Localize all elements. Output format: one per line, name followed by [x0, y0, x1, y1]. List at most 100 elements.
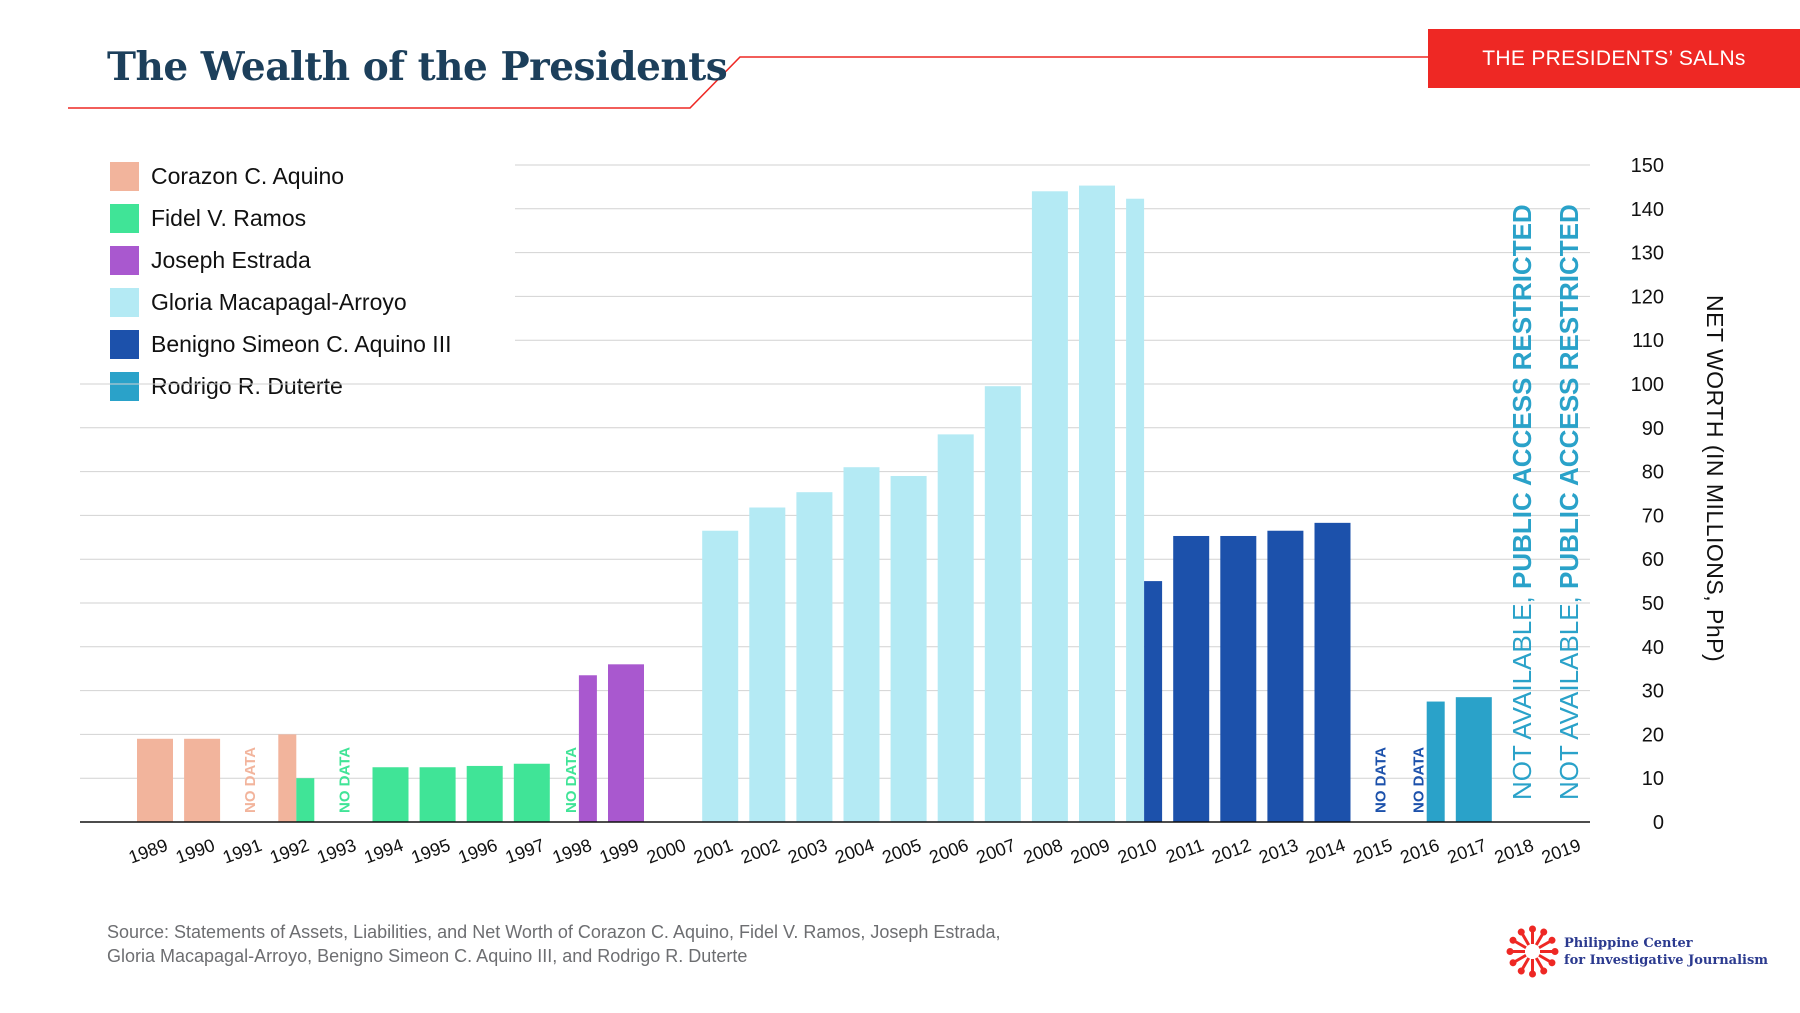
legend-label: Corazon C. Aquino	[151, 162, 345, 189]
bar-2006	[937, 434, 974, 822]
legend-swatch	[110, 203, 139, 233]
logo-ray	[1513, 939, 1527, 950]
x-tick-label-1999: 1999	[597, 835, 641, 867]
restricted-note-2018: NOT AVAILABLE, PUBLIC ACCESS RESTRICTED	[1507, 204, 1537, 800]
bar-2002	[749, 507, 786, 822]
bar-2010-left	[1126, 198, 1145, 822]
y-tick-label-40: 40	[1642, 637, 1664, 659]
x-tick-label-2017: 2017	[1445, 835, 1489, 867]
bar-1997	[513, 763, 550, 822]
restricted-note-2019: NOT AVAILABLE, PUBLIC ACCESS RESTRICTED	[1554, 204, 1584, 800]
y-tick-label-90: 90	[1642, 418, 1664, 440]
logo-dot	[1540, 967, 1548, 975]
restricted-note-plain: NOT AVAILABLE,	[1554, 589, 1584, 800]
bar-1990	[184, 738, 221, 822]
x-tick-label-2006: 2006	[927, 835, 971, 867]
bar-1995	[419, 767, 456, 822]
legend-swatch	[110, 371, 139, 401]
pcij-logo[interactable]: Philippine Center for Investigative Jour…	[1505, 924, 1768, 979]
logo-ray	[1513, 953, 1527, 964]
logo-petal	[1529, 959, 1536, 978]
x-tick-label-2009: 2009	[1068, 835, 1112, 867]
legend-label: Joseph Estrada	[151, 246, 311, 273]
bar-2009	[1079, 185, 1115, 822]
logo-ray	[1520, 957, 1531, 971]
bar-1989	[137, 738, 173, 822]
x-tick-label-1993: 1993	[314, 835, 358, 867]
logo-dot	[1551, 948, 1559, 955]
pcij-logo-text: Philippine Center for Investigative Jour…	[1564, 935, 1768, 969]
chart-legend: Corazon C. Aquino Fidel V. Ramos Joseph …	[110, 155, 451, 407]
x-tick-label-2015: 2015	[1350, 835, 1394, 867]
logo-dot	[1548, 936, 1556, 944]
logo-ray	[1534, 932, 1545, 946]
legend-swatch	[110, 329, 139, 359]
bar-1992-left	[278, 734, 297, 822]
net-worth-bar-chart: 0 10 20 30 40 50 60 70 80 90 100 110 120 130 140 150 198…	[80, 155, 1728, 867]
bar-2001	[702, 530, 739, 822]
legend-label: Rodrigo R. Duterte	[151, 372, 343, 399]
legend-swatch	[110, 161, 139, 191]
x-tick-label-2010: 2010	[1115, 835, 1159, 867]
x-tick-label-2008: 2008	[1021, 835, 1065, 867]
no-data-label-2016: NO DATA	[1411, 747, 1428, 813]
x-tick-label-1994: 1994	[361, 835, 405, 867]
logo-petal	[1538, 936, 1556, 950]
x-tick-label-2002: 2002	[738, 835, 782, 867]
no-data-label-2015: NO DATA	[1373, 747, 1390, 813]
bar-2004	[843, 467, 880, 822]
x-tick-label-2019: 2019	[1539, 835, 1583, 867]
logo-dot	[1506, 948, 1514, 955]
x-tick-label-1997: 1997	[503, 835, 547, 867]
x-tick-label-2000: 2000	[644, 835, 688, 867]
bar-1998-right	[578, 675, 597, 822]
y-axis-label: NET WORTH (IN MILLIONS, PhP)	[1702, 295, 1728, 662]
bar-2011	[1173, 535, 1210, 822]
y-tick-label-140: 140	[1631, 199, 1664, 221]
x-tick-label-1992: 1992	[267, 835, 311, 867]
bar-1992-right	[296, 778, 315, 822]
logo-ray	[1534, 957, 1545, 971]
legend-item-gloria-arroyo: Gloria Macapagal-Arroyo	[110, 281, 451, 323]
bar-2003	[796, 492, 833, 822]
source-note: Source: Statements of Assets, Liabilitie…	[107, 920, 1257, 968]
page-title: The Wealth of the Presidents	[107, 44, 728, 90]
legend-item-rodrigo-duterte: Rodrigo R. Duterte	[110, 365, 451, 407]
logo-petal	[1517, 928, 1531, 946]
y-tick-label-70: 70	[1642, 505, 1664, 527]
logo-petal	[1506, 948, 1525, 955]
y-tick-label-150: 150	[1631, 155, 1664, 177]
logo-petal	[1534, 957, 1548, 975]
logo-ray	[1538, 939, 1552, 950]
pcij-logo-mark-icon	[1506, 925, 1559, 978]
logo-dot	[1517, 928, 1525, 936]
logo-line-1: Philippine Center	[1564, 935, 1693, 951]
no-data-label-1993: NO DATA	[336, 747, 353, 813]
y-tick-label-100: 100	[1631, 374, 1664, 396]
logo-petal	[1534, 928, 1548, 946]
x-tick-label-2018: 2018	[1492, 835, 1536, 867]
logo-petal	[1509, 953, 1527, 967]
y-tick-label-120: 120	[1631, 286, 1664, 308]
legend-label: Benigno Simeon C. Aquino III	[151, 330, 452, 357]
bar-2010-right	[1144, 581, 1163, 822]
legend-swatch	[110, 245, 139, 275]
bar-2008	[1031, 191, 1068, 822]
logo-ray	[1538, 953, 1552, 964]
bar-2007	[984, 386, 1021, 822]
header-rule	[68, 56, 1430, 109]
x-tick-label-1998: 1998	[550, 835, 594, 867]
y-tick-label-50: 50	[1642, 593, 1664, 615]
x-tick-label-2011: 2011	[1163, 835, 1206, 867]
presidents-salns-badge[interactable]: THE PRESIDENTS’ SALNs	[1428, 29, 1800, 88]
bar-2005	[890, 475, 927, 822]
bar-2013	[1267, 530, 1304, 822]
logo-petal	[1540, 948, 1559, 955]
legend-item-benigno-aquino: Benigno Simeon C. Aquino III	[110, 323, 451, 365]
y-tick-label-0: 0	[1653, 812, 1664, 834]
x-tick-label-1995: 1995	[408, 835, 452, 867]
logo-dot	[1529, 925, 1536, 933]
bar-1994	[372, 767, 409, 822]
x-tick-label-2007: 2007	[974, 835, 1018, 867]
bar-2014	[1314, 522, 1351, 822]
